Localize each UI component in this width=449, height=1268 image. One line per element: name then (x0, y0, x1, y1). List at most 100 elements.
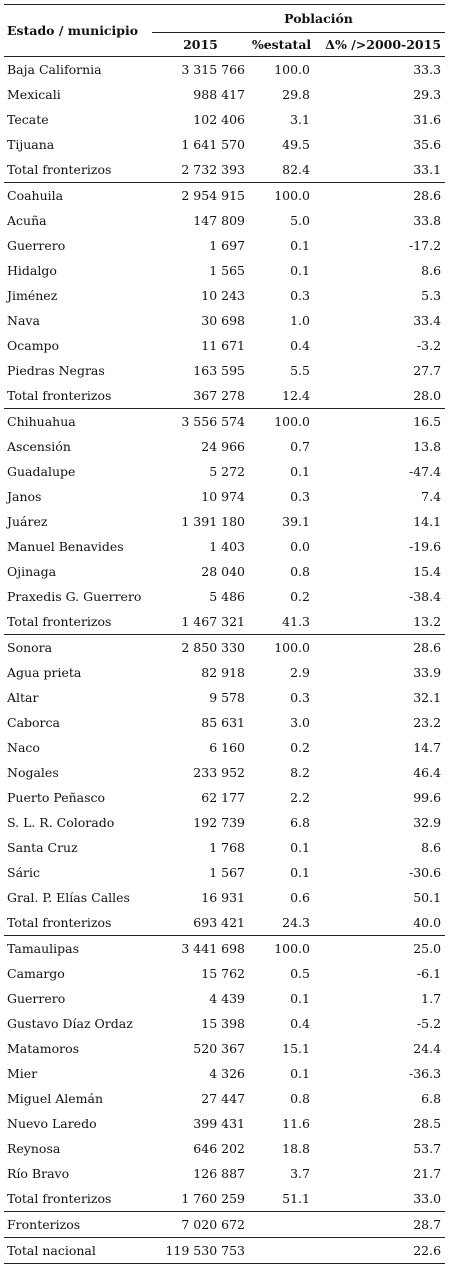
row-name-cell: Altar (7, 690, 39, 705)
row-name-cell: Juárez (7, 514, 48, 529)
state-percent-cell: 0.1 (290, 263, 310, 278)
row-name-cell: Total fronterizos (7, 162, 112, 177)
population-2015-cell: 3 556 574 (152, 408, 249, 434)
row-name-cell: Caborca (7, 715, 60, 730)
state-percent-cell: 0.7 (290, 439, 310, 454)
growth-percent-cell: 7.4 (421, 489, 442, 504)
row-name-cell: Tijuana (7, 137, 55, 152)
growth-percent-cell: -3.2 (416, 338, 442, 353)
growth-percent-cell: -36.3 (408, 1066, 442, 1081)
population-2015-cell: 9 578 (209, 690, 245, 705)
population-2015-cell: 1 641 570 (181, 137, 245, 152)
row-name-cell: Fronterizos (4, 1211, 152, 1238)
population-2015-cell: 1 697 (209, 238, 245, 253)
growth-header: Δ% />2000-2015 (314, 32, 446, 57)
population-2015-cell: 1 768 (209, 840, 245, 855)
row-name-cell: Total nacional (4, 1237, 152, 1264)
growth-percent-cell: 32.1 (413, 690, 442, 705)
population-2015-cell: 367 278 (193, 388, 245, 403)
population-2015-cell: 520 367 (193, 1041, 245, 1056)
growth-percent-cell: 8.6 (421, 263, 442, 278)
state-percent-cell: 15.1 (282, 1041, 310, 1056)
growth-percent-cell: 15.4 (413, 564, 442, 579)
row-name-cell: Sáric (7, 865, 40, 880)
state-percent-cell: 2.9 (290, 665, 310, 680)
population-2015-cell: 27 447 (201, 1091, 245, 1106)
state-percent-cell: 0.3 (290, 489, 310, 504)
row-name-cell: Hidalgo (7, 263, 57, 278)
population-2015-cell: 2 954 915 (152, 182, 249, 208)
growth-percent-cell: -6.1 (416, 966, 442, 981)
table-row: Guadalupe 5 272 0.1 -47.4 (4, 459, 445, 484)
table-row: Ascensión 24 966 0.7 13.8 (4, 434, 445, 459)
table-row: Janos 10 974 0.3 7.4 (4, 484, 445, 509)
table-row: Santa Cruz 1 768 0.1 8.6 (4, 835, 445, 860)
growth-percent-cell: 6.8 (421, 1091, 442, 1106)
population-2015-cell: 233 952 (193, 765, 245, 780)
growth-percent-cell: 28.7 (314, 1211, 446, 1238)
growth-percent-cell: 28.6 (314, 634, 446, 660)
row-name-cell: Matamoros (7, 1041, 80, 1056)
growth-percent-cell: 23.2 (413, 715, 442, 730)
state-percent-cell: 3.1 (290, 112, 310, 127)
population-2015-cell: 10 974 (201, 489, 245, 504)
row-name-cell: Janos (7, 489, 42, 504)
growth-percent-cell: 22.6 (314, 1237, 446, 1264)
state-percent-cell: 1.0 (290, 313, 310, 328)
state-percent-cell: 100.0 (249, 182, 314, 208)
table-row: Jiménez 10 243 0.3 5.3 (4, 283, 445, 308)
row-name-cell: Río Bravo (7, 1166, 70, 1181)
table-row: Altar 9 578 0.3 32.1 (4, 685, 445, 710)
table-row: Manuel Benavides 1 403 0.0 -19.6 (4, 534, 445, 559)
growth-percent-cell: 33.9 (413, 665, 442, 680)
growth-percent-cell: 50.1 (413, 890, 442, 905)
population-2015-cell: 163 595 (193, 363, 245, 378)
state-percent-cell: 100.0 (249, 634, 314, 660)
population-2015-cell: 102 406 (193, 112, 245, 127)
state-percent-cell: 0.1 (290, 1066, 310, 1081)
table-row: Ojinaga 28 040 0.8 15.4 (4, 559, 445, 584)
table-row: Guerrero 4 439 0.1 1.7 (4, 986, 445, 1011)
population-2015-cell: 1 403 (209, 539, 245, 554)
population-2015-cell: 988 417 (193, 87, 245, 102)
row-name-cell: Agua prieta (7, 665, 82, 680)
state-percent-cell: 29.8 (282, 87, 310, 102)
growth-percent-cell: 33.8 (413, 213, 442, 228)
row-name-cell: Ojinaga (7, 564, 57, 579)
population-2015-cell: 7 020 672 (152, 1211, 249, 1238)
growth-percent-cell: 1.7 (421, 991, 442, 1006)
table-row: Total fronterizos 1 467 321 41.3 13.2 (4, 609, 445, 635)
table-row: Matamoros 520 367 15.1 24.4 (4, 1036, 445, 1061)
growth-percent-cell: 99.6 (413, 790, 442, 805)
state-percent-cell: 3.7 (290, 1166, 310, 1181)
state-percent-cell: 0.1 (290, 464, 310, 479)
table-row: Camargo 15 762 0.5 -6.1 (4, 961, 445, 986)
table-row: Gustavo Díaz Ordaz 15 398 0.4 -5.2 (4, 1011, 445, 1036)
population-2015-cell: 1 567 (209, 865, 245, 880)
population-2015-cell: 11 671 (201, 338, 245, 353)
population-2015-cell: 15 762 (201, 966, 245, 981)
growth-percent-cell: -47.4 (408, 464, 442, 479)
row-name-cell: Tecate (7, 112, 49, 127)
population-table: Estado / municipio Población 2015 %estat… (4, 4, 446, 1264)
state-percent-cell: 82.4 (282, 162, 310, 177)
table-body: Baja California 3 315 766 100.0 33.3 Mexical… (4, 57, 446, 1264)
row-name-cell: Gral. P. Elías Calles (7, 890, 130, 905)
state-percent-cell: 51.1 (282, 1191, 310, 1206)
table-row: Gral. P. Elías Calles 16 931 0.6 50.1 (4, 885, 445, 910)
table-header: Estado / municipio Población 2015 %estat… (4, 4, 446, 57)
growth-percent-cell: 33.3 (413, 62, 442, 77)
state-percent-cell: 18.8 (282, 1141, 310, 1156)
state-percent-cell: 100.0 (249, 408, 314, 434)
table-row: Reynosa 646 202 18.8 53.7 (4, 1136, 445, 1161)
table-row: Total fronterizos 2 732 393 82.4 33.1 (4, 157, 445, 183)
state-percent-cell: 0.5 (290, 966, 310, 981)
state-percent-cell: 0.1 (290, 840, 310, 855)
population-2015-cell: 4 326 (209, 1066, 245, 1081)
state-percent-cell: 5.0 (290, 213, 310, 228)
row-name-cell: Manuel Benavides (7, 539, 124, 554)
row-name-cell: Total fronterizos (7, 388, 112, 403)
row-name-cell: Guadalupe (7, 464, 76, 479)
state-percent-cell: 0.3 (290, 288, 310, 303)
population-2015-cell: 646 202 (193, 1141, 245, 1156)
